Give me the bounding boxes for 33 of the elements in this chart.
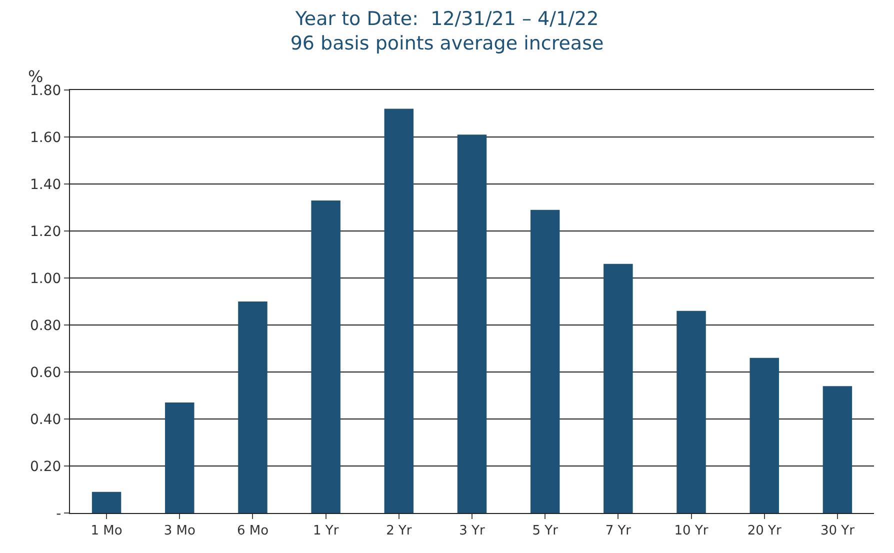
x-tick-label: 6 Mo: [236, 524, 269, 539]
bar: [92, 492, 122, 513]
x-tick-label: 10 Yr: [674, 524, 709, 539]
y-tick-label: 1.60: [30, 130, 62, 146]
y-tick-label: 0.60: [30, 364, 62, 381]
x-tick-label: 1 Yr: [312, 524, 340, 539]
bar: [165, 402, 194, 513]
bar: [384, 108, 414, 513]
y-tick-label: -: [56, 506, 62, 522]
bar: [530, 210, 560, 513]
x-tick-label: 20 Yr: [747, 524, 782, 539]
y-tick-label: 1.20: [30, 224, 62, 240]
x-tick-label: 7 Yr: [605, 524, 632, 539]
x-tick-label: 30 Yr: [820, 524, 856, 539]
y-tick-label: 0.80: [30, 318, 62, 334]
bar: [604, 264, 633, 513]
bar: [676, 310, 706, 513]
y-tick-label: 0.20: [30, 458, 62, 475]
bar: [750, 358, 779, 513]
bar: [457, 134, 487, 513]
y-tick-label: 1.00: [30, 270, 62, 287]
y-tick-label: 0.40: [30, 412, 62, 428]
x-tick-label: 1 Mo: [90, 524, 122, 539]
y-tick-label: 1.40: [30, 176, 62, 193]
bar: [822, 386, 852, 513]
bar: [311, 200, 340, 513]
x-tick-label: 3 Mo: [164, 524, 196, 539]
chart-subtitle: 96 basis points average increase: [290, 32, 604, 55]
x-tick-label: 2 Yr: [386, 524, 412, 539]
x-tick-label: 5 Yr: [532, 524, 559, 539]
bar: [238, 302, 268, 513]
chart-title: Year to Date: 12/31/21 – 4/1/22: [294, 8, 599, 30]
x-tick-label: 3 Yr: [459, 524, 486, 539]
